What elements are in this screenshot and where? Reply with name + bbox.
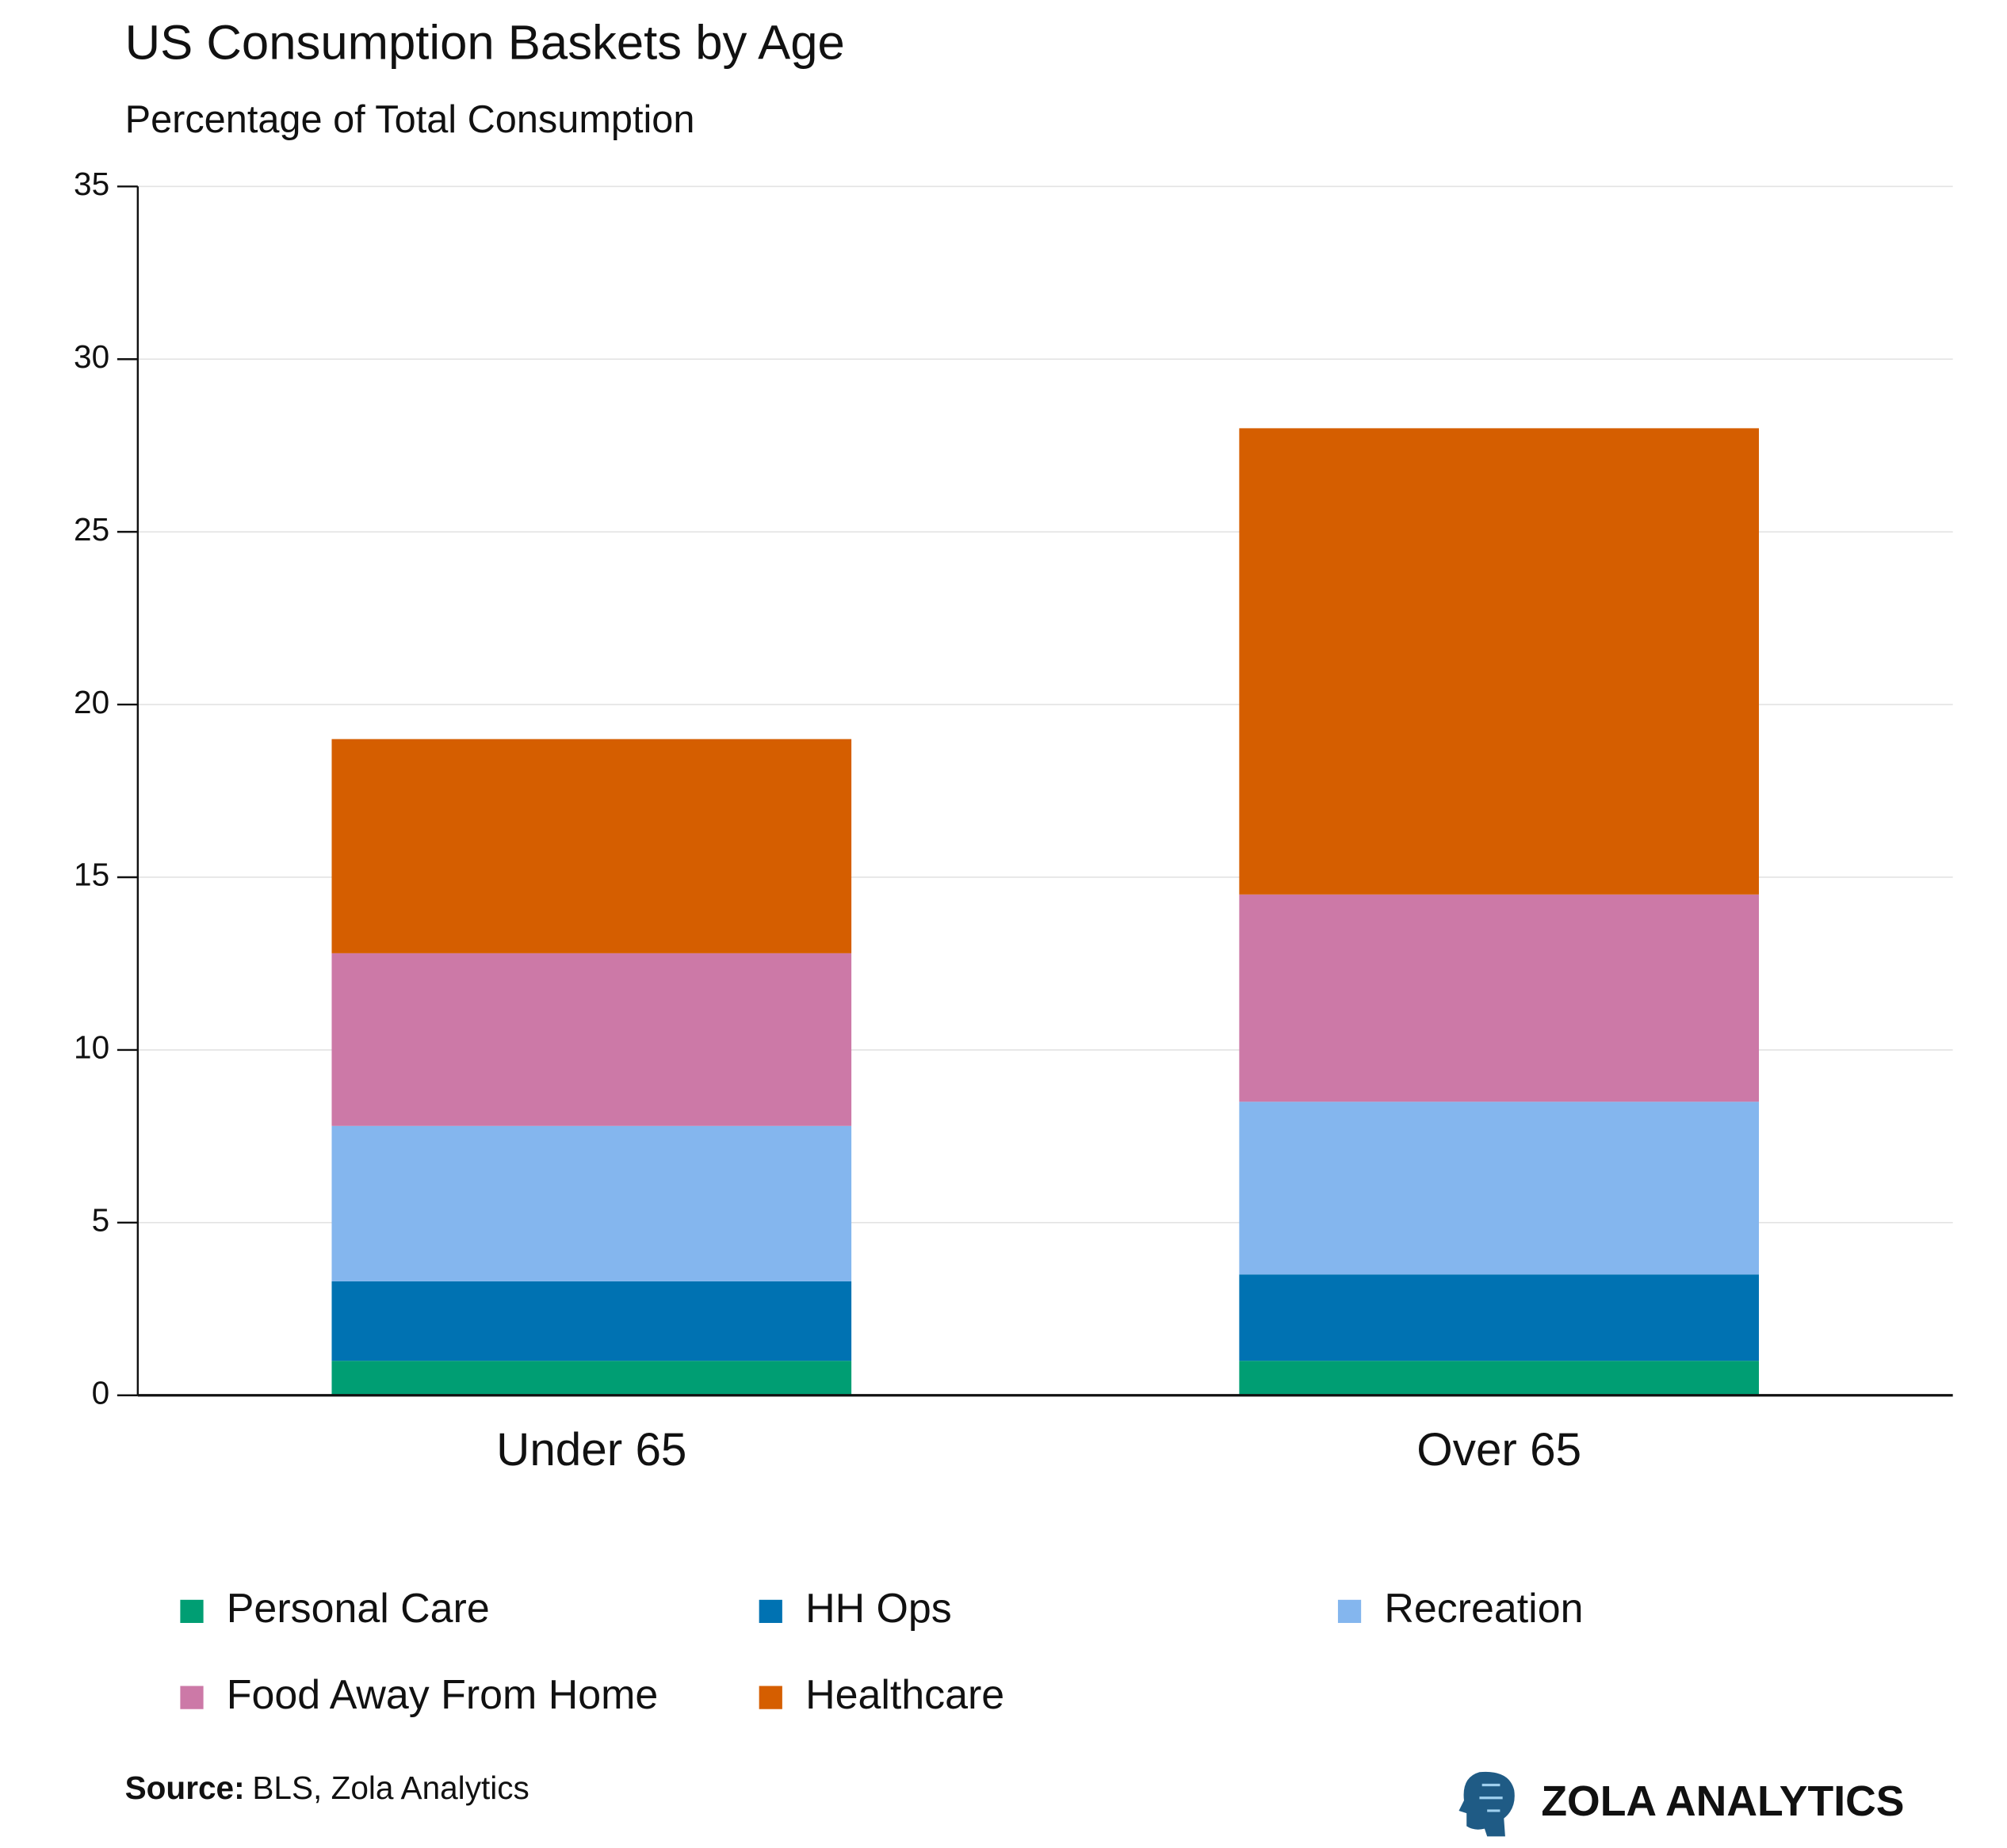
legend-label: Recreation [1384,1586,1583,1632]
y-tick-label: 15 [74,857,109,893]
bar-segment [331,1361,852,1396]
x-tick-label: Under 65 [496,1424,686,1476]
y-tick-label: 0 [92,1374,110,1411]
brand-logo [1458,1771,1515,1837]
source: Source: BLS, Zola Analytics [125,1770,529,1806]
legend-label: Healthcare [805,1672,1004,1718]
bar-segment [331,953,852,1126]
y-tick-label: 30 [74,338,109,375]
bar-segment [331,1125,852,1281]
y-tick-label: 20 [74,684,109,720]
bar-segment [1239,1274,1760,1361]
chart-subtitle: Percentage of Total Consumption [125,98,695,141]
bar-segment [1239,1361,1760,1396]
source-label: Source: [125,1770,245,1806]
legend-label: Personal Care [227,1586,490,1632]
bar-segment [1239,1102,1760,1275]
brand-name: ZOLA ANALYTICS [1541,1778,1904,1825]
legend-swatch [180,1599,204,1624]
source-text: BLS, Zola Analytics [252,1770,529,1806]
legend-swatch [759,1599,782,1624]
chart-title: US Consumption Baskets by Age [125,16,845,71]
legend-swatch [759,1686,782,1709]
legend-swatch [1337,1599,1362,1624]
y-tick-label: 35 [74,166,109,202]
legend-swatch [180,1686,204,1709]
bar-segment [331,1281,852,1361]
bar-segment [331,739,852,953]
y-tick-label: 10 [74,1029,109,1066]
bar-segment [1239,428,1760,895]
y-tick-label: 5 [92,1202,110,1239]
legend-label: HH Ops [805,1586,952,1632]
legend-label: Food Away From Home [227,1672,658,1718]
x-tick-label: Over 65 [1416,1424,1581,1476]
bar-segment [1239,894,1760,1102]
y-tick-label: 25 [74,511,109,548]
